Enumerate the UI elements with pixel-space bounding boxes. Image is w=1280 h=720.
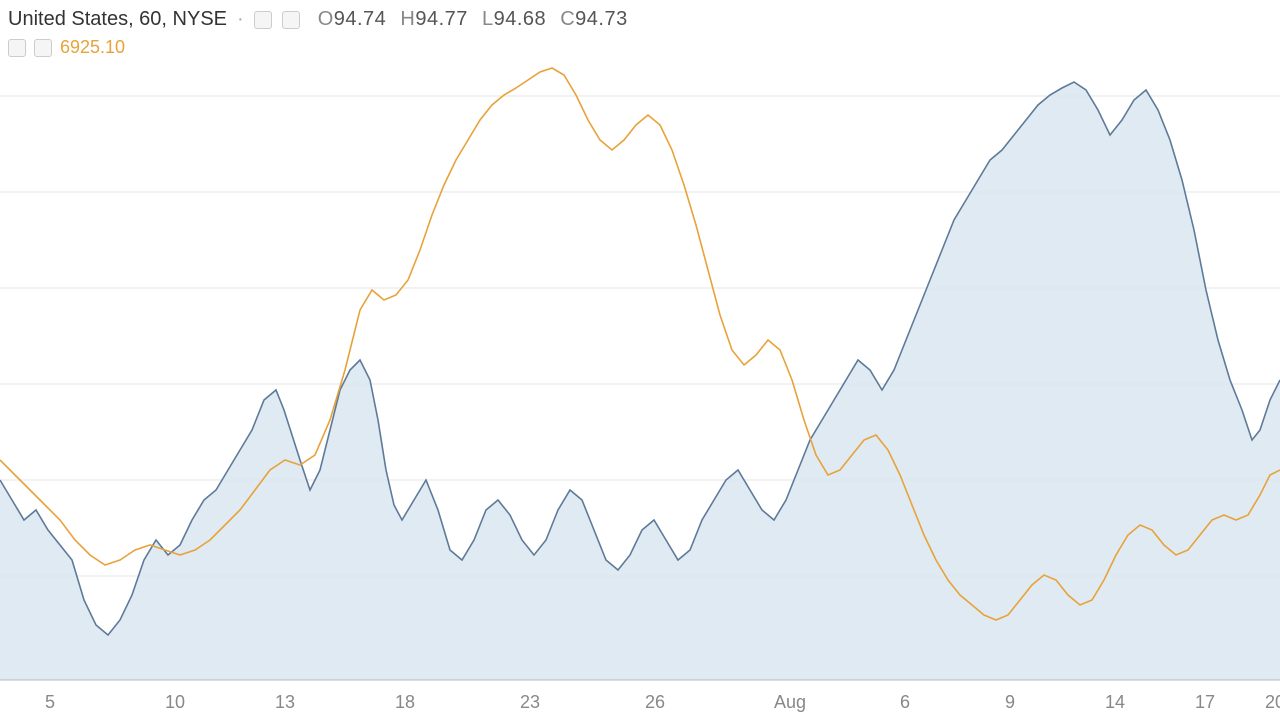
price-chart[interactable]: 5 10 13 18 23 26 Aug 6 9 14 17 20 bbox=[0, 0, 1280, 720]
high-label: H bbox=[400, 8, 415, 30]
primary-series-area bbox=[0, 82, 1280, 680]
legend-separator: · bbox=[237, 8, 244, 31]
x-tick-label: 6 bbox=[900, 692, 910, 712]
x-tick-label: 10 bbox=[165, 692, 185, 712]
x-tick-label: Aug bbox=[774, 692, 806, 712]
x-tick-label: 18 bbox=[395, 692, 415, 712]
x-tick-label: 14 bbox=[1105, 692, 1125, 712]
visibility-toggle-icon[interactable] bbox=[254, 11, 272, 29]
x-tick-label: 26 bbox=[645, 692, 665, 712]
high-value: 94.77 bbox=[415, 8, 468, 30]
x-tick-label: 23 bbox=[520, 692, 540, 712]
x-tick-label: 13 bbox=[275, 692, 295, 712]
legend-primary-row: United States, 60, NYSE · O94.74 H94.77 … bbox=[8, 8, 628, 31]
x-tick-label: 5 bbox=[45, 692, 55, 712]
secondary-series-value: 6925.10 bbox=[60, 37, 125, 58]
x-tick-label: 17 bbox=[1195, 692, 1215, 712]
visibility-toggle-icon[interactable] bbox=[8, 39, 26, 57]
close-label: C bbox=[560, 8, 575, 30]
close-value: 94.73 bbox=[575, 8, 628, 30]
low-label: L bbox=[482, 8, 494, 30]
open-label: O bbox=[318, 8, 334, 30]
x-tick-label: 9 bbox=[1005, 692, 1015, 712]
symbol-title: United States, 60, NYSE bbox=[8, 8, 227, 31]
settings-icon[interactable] bbox=[34, 39, 52, 57]
open-value: 94.74 bbox=[334, 8, 387, 30]
x-axis-labels: 5 10 13 18 23 26 Aug 6 9 14 17 20 bbox=[45, 692, 1280, 712]
chart-legend: United States, 60, NYSE · O94.74 H94.77 … bbox=[8, 8, 628, 58]
settings-icon[interactable] bbox=[282, 11, 300, 29]
low-value: 94.68 bbox=[494, 8, 547, 30]
x-tick-label: 20 bbox=[1265, 692, 1280, 712]
legend-secondary-row: 6925.10 bbox=[8, 37, 628, 58]
chart-container: United States, 60, NYSE · O94.74 H94.77 … bbox=[0, 0, 1280, 720]
ohlc-readout: O94.74 H94.77 L94.68 C94.73 bbox=[310, 8, 628, 31]
